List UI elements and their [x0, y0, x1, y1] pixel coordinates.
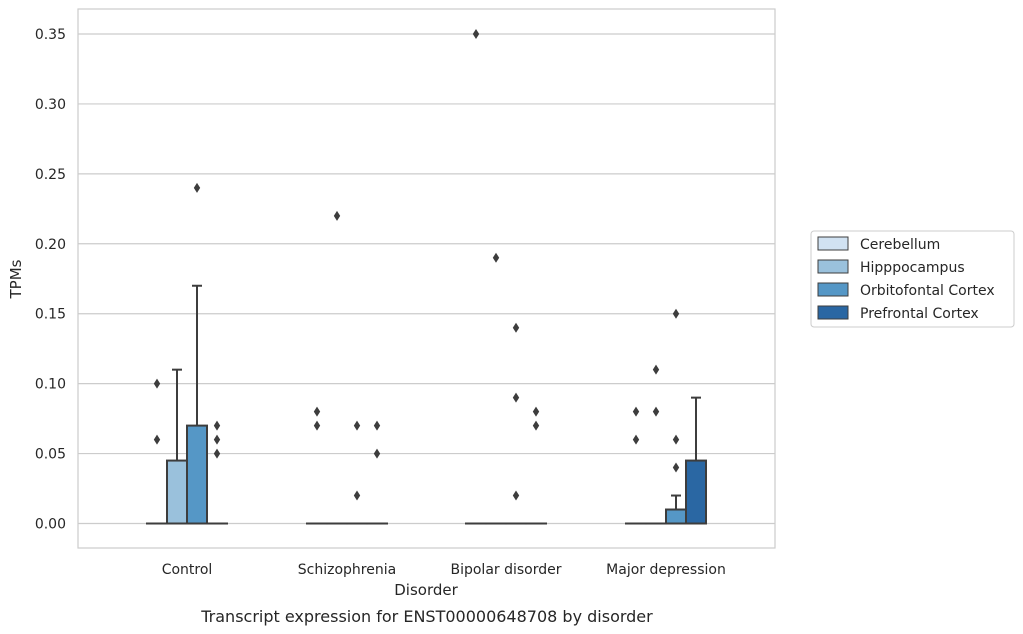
outlier-point: [213, 420, 221, 431]
x-tick-label: Control: [162, 562, 213, 578]
outlier-point: [632, 406, 640, 417]
y-tick-label: 0.25: [35, 167, 66, 183]
box-cerebellum-control: [146, 378, 168, 525]
box-orbitofontal-cortex-schizophrenia: [346, 420, 368, 525]
outlier-point: [153, 378, 161, 389]
outlier-point: [512, 392, 520, 403]
box-body: [186, 424, 208, 525]
y-tick-label: 0.15: [35, 307, 66, 323]
outlier-point: [672, 462, 680, 473]
outlier-point: [313, 420, 321, 431]
box-prefrontal-cortex-bipolar-disorder: [525, 406, 547, 525]
legend-label: Cerebellum: [860, 237, 940, 253]
outlier-point: [652, 406, 660, 417]
x-axis-label: Disorder: [394, 581, 458, 599]
y-tick-label: 0.00: [35, 517, 66, 533]
y-tick-label: 0.35: [35, 27, 66, 43]
box-prefrontal-cortex-schizophrenia: [366, 420, 388, 525]
outlier-point: [492, 252, 500, 263]
outlier-point: [672, 434, 680, 445]
outlier-point: [532, 406, 540, 417]
outlier-point: [213, 448, 221, 459]
box-cerebellum-bipolar-disorder: [465, 29, 487, 525]
outlier-point: [532, 420, 540, 431]
outlier-point: [632, 434, 640, 445]
y-tick-label: 0.30: [35, 97, 66, 113]
box-body: [665, 508, 687, 525]
outlier-point: [672, 308, 680, 319]
outlier-point: [512, 490, 520, 501]
box-cerebellum-schizophrenia: [306, 406, 328, 525]
plot-frame: [77, 8, 776, 549]
legend-label: Orbitofontal Cortex: [860, 283, 995, 299]
x-tick-label: Schizophrenia: [298, 562, 396, 578]
boxes: [146, 29, 707, 525]
outlier-point: [153, 434, 161, 445]
outlier-point: [193, 182, 201, 193]
legend-frame: [810, 230, 1015, 328]
y-tick-label: 0.20: [35, 237, 66, 253]
legend-swatch: [817, 259, 849, 274]
y-axis-label: TPMs: [7, 259, 25, 299]
outlier-point: [373, 420, 381, 431]
y-tick-label: 0.05: [35, 447, 66, 463]
legend-label: Prefrontal Cortex: [860, 306, 979, 322]
legend-swatch: [817, 305, 849, 320]
box-hipppocampus-major-depression: [645, 364, 667, 525]
outlier-point: [353, 490, 361, 501]
box-hipppocampus-control: [166, 368, 188, 525]
y-axis-ticks: 0.00 0.05 0.10 0.15 0.20 0.25 0.30 0.35: [35, 27, 66, 533]
box-body: [685, 459, 707, 525]
outlier-point: [512, 322, 520, 333]
legend-swatch: [817, 236, 849, 251]
box-orbitofontal-cortex-control: [186, 182, 208, 525]
outlier-point: [353, 420, 361, 431]
outlier-point: [213, 434, 221, 445]
box-prefrontal-cortex-major-depression: [685, 396, 707, 525]
x-tick-label: Major depression: [606, 562, 726, 578]
box-body: [166, 459, 188, 525]
legend-swatch: [817, 282, 849, 297]
box-hipppocampus-bipolar-disorder: [485, 252, 507, 525]
box-prefrontal-cortex-control: [206, 420, 228, 525]
legend-label: Hipppocampus: [860, 260, 965, 276]
x-axis-ticks: Control Schizophrenia Bipolar disorder Majo…: [162, 562, 726, 578]
outlier-point: [472, 29, 480, 39]
box-orbitofontal-cortex-bipolar-disorder: [505, 322, 527, 525]
box-hipppocampus-schizophrenia: [326, 210, 348, 525]
x-tick-label: Bipolar disorder: [450, 562, 561, 578]
box-orbitofontal-cortex-major-depression: [665, 308, 687, 525]
outlier-point: [333, 210, 341, 221]
outlier-point: [373, 448, 381, 459]
outlier-point: [313, 406, 321, 417]
chart-caption: Transcript expression for ENST0000064870…: [200, 607, 653, 626]
legend: Cerebellum Hipppocampus Orbitofontal Corte…: [810, 230, 1015, 328]
outlier-point: [652, 364, 660, 375]
box-cerebellum-major-depression: [625, 406, 647, 525]
y-tick-label: 0.10: [35, 377, 66, 393]
gridlines: [78, 33, 775, 525]
